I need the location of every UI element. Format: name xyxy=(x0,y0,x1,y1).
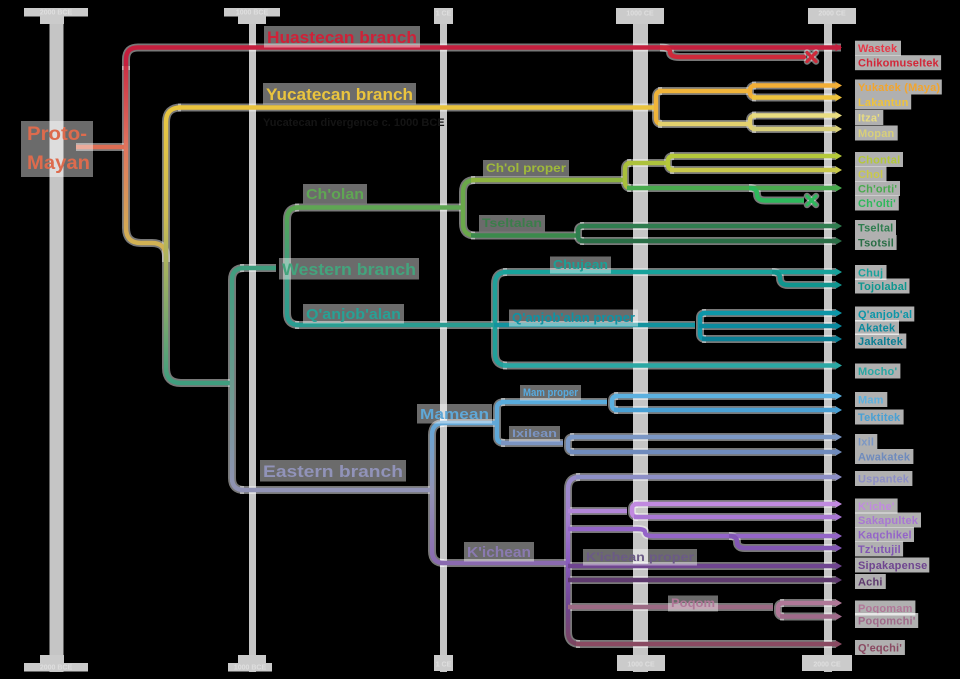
svg-text:Mayan: Mayan xyxy=(27,153,90,174)
svg-text:Ch'ol proper: Ch'ol proper xyxy=(486,161,566,175)
svg-text:Mocho': Mocho' xyxy=(858,366,897,378)
svg-text:2000 CE: 2000 CE xyxy=(818,11,846,18)
svg-text:Proto-: Proto- xyxy=(27,124,87,145)
svg-text:Lakantun: Lakantun xyxy=(858,97,909,109)
svg-text:Mam proper: Mam proper xyxy=(523,387,579,399)
svg-text:Yucatecan branch: Yucatecan branch xyxy=(266,85,413,104)
svg-text:2000 CE: 2000 CE xyxy=(813,662,841,669)
svg-text:Kaqchikel: Kaqchikel xyxy=(858,530,912,542)
svg-text:2000 BCE: 2000 BCE xyxy=(40,665,73,672)
svg-text:Mam: Mam xyxy=(858,395,884,407)
svg-text:Q'eqchi': Q'eqchi' xyxy=(858,643,902,655)
svg-text:Akatek: Akatek xyxy=(858,323,896,335)
svg-text:Yukatek (Maya): Yukatek (Maya) xyxy=(858,82,940,94)
svg-text:1 CE: 1 CE xyxy=(436,662,452,669)
svg-text:Poqom: Poqom xyxy=(671,598,715,610)
svg-text:Tojolabal: Tojolabal xyxy=(858,281,907,293)
svg-text:K'ichean proper: K'ichean proper xyxy=(586,550,694,564)
svg-text:Ixilean: Ixilean xyxy=(512,428,557,440)
svg-text:Q'anjob'al: Q'anjob'al xyxy=(858,309,912,321)
svg-text:Achi: Achi xyxy=(858,577,883,589)
svg-text:Chontal: Chontal xyxy=(858,155,900,167)
svg-text:Awakatek: Awakatek xyxy=(858,452,911,464)
svg-text:Itza': Itza' xyxy=(858,113,880,125)
svg-text:Uspantek: Uspantek xyxy=(858,474,910,486)
svg-text:Sipakapense: Sipakapense xyxy=(858,560,927,572)
svg-text:K'iche': K'iche' xyxy=(858,501,895,513)
svg-text:Ixil: Ixil xyxy=(858,437,874,449)
svg-text:1000 BCE: 1000 BCE xyxy=(234,665,267,672)
svg-text:Wastek: Wastek xyxy=(858,43,898,55)
svg-text:Chikomuseltek: Chikomuseltek xyxy=(858,58,940,70)
svg-text:Chol: Chol xyxy=(858,169,883,181)
svg-text:Ch'orti': Ch'orti' xyxy=(858,184,897,196)
svg-text:Tektitek: Tektitek xyxy=(858,412,901,424)
svg-text:Ch'olti': Ch'olti' xyxy=(858,198,896,210)
svg-text:1000 BCE: 1000 BCE xyxy=(236,10,269,17)
svg-text:Chuj: Chuj xyxy=(858,268,883,280)
svg-text:Poqomchi': Poqomchi' xyxy=(858,616,916,628)
svg-text:Poqomam: Poqomam xyxy=(858,603,913,615)
svg-text:Chujean: Chujean xyxy=(553,258,608,272)
svg-text:Tseltal: Tseltal xyxy=(858,223,893,235)
svg-text:Sakapultek: Sakapultek xyxy=(858,515,919,527)
svg-text:Yucatecan divergence c. 1000 B: Yucatecan divergence c. 1000 BCE xyxy=(263,117,445,129)
svg-text:1 CE: 1 CE xyxy=(436,11,452,18)
svg-text:Jakaltek: Jakaltek xyxy=(858,336,904,348)
svg-text:Mopan: Mopan xyxy=(858,128,895,140)
svg-text:K'ichean: K'ichean xyxy=(467,544,531,561)
svg-text:1000 CE: 1000 CE xyxy=(627,662,655,669)
svg-text:Q'anjob'alan proper: Q'anjob'alan proper xyxy=(512,311,635,325)
svg-text:1000 CE: 1000 CE xyxy=(626,11,654,18)
svg-text:Huastecan branch: Huastecan branch xyxy=(267,28,417,47)
svg-text:Tsotsil: Tsotsil xyxy=(858,238,894,250)
svg-text:Tz'utujil: Tz'utujil xyxy=(858,544,901,556)
svg-text:Mamean: Mamean xyxy=(420,406,489,423)
svg-text:Tseltalan: Tseltalan xyxy=(482,216,542,230)
svg-text:Eastern branch: Eastern branch xyxy=(263,462,403,481)
svg-text:Q'anjob'alan: Q'anjob'alan xyxy=(306,306,401,323)
svg-text:2000 BCE: 2000 BCE xyxy=(40,10,73,17)
svg-text:Western branch: Western branch xyxy=(282,260,416,279)
svg-text:Ch'olan: Ch'olan xyxy=(306,186,364,203)
